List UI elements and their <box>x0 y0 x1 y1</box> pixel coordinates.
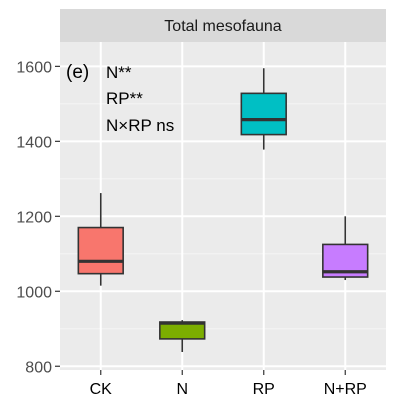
y-tick-label: 1400 <box>16 134 52 151</box>
x-tick-label: CK <box>90 381 113 398</box>
y-tick-label: 1200 <box>16 209 52 226</box>
panel-tag: (e) <box>66 62 89 83</box>
annotation-rp: RP** <box>106 89 143 108</box>
y-tick-label: 800 <box>25 359 52 376</box>
facet-label: Total mesofauna <box>164 18 282 35</box>
annotation-interaction: N×RP ns <box>106 116 174 135</box>
annotation-n: N** <box>106 63 132 82</box>
x-tick-label: N+RP <box>324 381 367 398</box>
box-iqr <box>241 93 286 134</box>
y-tick-label: 1000 <box>16 284 52 301</box>
x-tick-label: RP <box>253 381 275 398</box>
x-axis: CK N RP N+RP <box>90 370 367 398</box>
box-iqr <box>78 228 123 274</box>
y-axis: 800 1000 1200 1400 1600 <box>16 59 60 376</box>
x-tick-label: N <box>176 381 188 398</box>
y-tick-label: 1600 <box>16 59 52 76</box>
